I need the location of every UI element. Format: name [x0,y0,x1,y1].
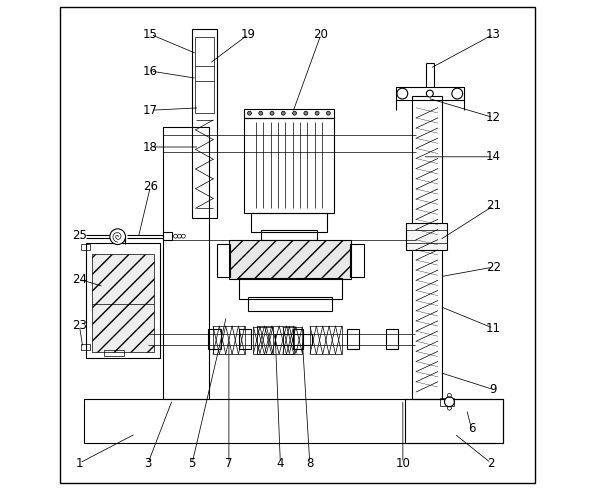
Text: 3: 3 [145,457,152,469]
Circle shape [259,111,263,115]
Text: 11: 11 [486,322,501,335]
Text: 20: 20 [314,28,328,41]
Circle shape [304,111,308,115]
Bar [293,329,303,349]
Circle shape [397,88,408,99]
Bar [239,329,251,349]
Bar [275,334,312,345]
Circle shape [270,111,274,115]
Bar [406,223,447,250]
Bar [86,243,160,358]
Bar [253,327,273,354]
Bar [84,399,503,443]
Bar [195,37,214,113]
Bar [440,398,455,406]
Text: 23: 23 [72,319,87,332]
Bar [249,297,332,311]
Text: 26: 26 [143,180,158,193]
Bar [239,278,342,299]
Bar [405,399,503,443]
Bar [412,96,441,399]
Circle shape [248,111,252,115]
Circle shape [315,111,319,115]
Text: 7: 7 [225,457,233,469]
Bar [163,127,209,399]
Bar [192,29,217,218]
Text: 25: 25 [72,229,87,242]
Bar [310,326,342,354]
Circle shape [293,111,296,115]
Bar [396,87,464,100]
Text: 13: 13 [486,28,501,41]
Bar [243,109,334,118]
Bar [213,326,245,354]
Text: 19: 19 [241,28,256,41]
Bar [217,244,230,277]
Bar [208,329,221,349]
Text: 18: 18 [143,141,158,153]
Bar [92,254,155,352]
Bar [104,350,124,356]
Circle shape [110,229,126,245]
Text: 10: 10 [396,457,411,469]
Text: 6: 6 [468,422,475,435]
Bar [350,244,364,277]
Text: 9: 9 [490,383,497,396]
Text: 5: 5 [189,457,196,469]
Bar [243,118,334,213]
Circle shape [452,88,463,99]
Text: 15: 15 [143,28,158,41]
Text: 1: 1 [76,457,83,469]
Circle shape [327,111,330,115]
Text: 14: 14 [486,150,501,163]
Text: 17: 17 [143,104,158,117]
Text: 12: 12 [486,111,501,124]
Bar [251,213,327,232]
Text: 4: 4 [277,457,284,469]
Bar [346,329,359,349]
Bar [257,326,294,354]
Text: 21: 21 [486,199,501,212]
Bar [386,329,398,349]
Text: 2: 2 [487,457,495,469]
Bar [82,244,90,250]
Text: 8: 8 [306,457,314,469]
Text: 16: 16 [143,65,158,77]
Bar [82,344,90,350]
Bar [229,240,352,279]
Circle shape [427,90,433,97]
Circle shape [281,111,285,115]
Circle shape [444,397,455,407]
Bar [283,327,302,354]
Bar [261,230,317,240]
Text: 22: 22 [486,261,501,273]
Bar [163,232,171,240]
Text: 24: 24 [72,273,87,286]
